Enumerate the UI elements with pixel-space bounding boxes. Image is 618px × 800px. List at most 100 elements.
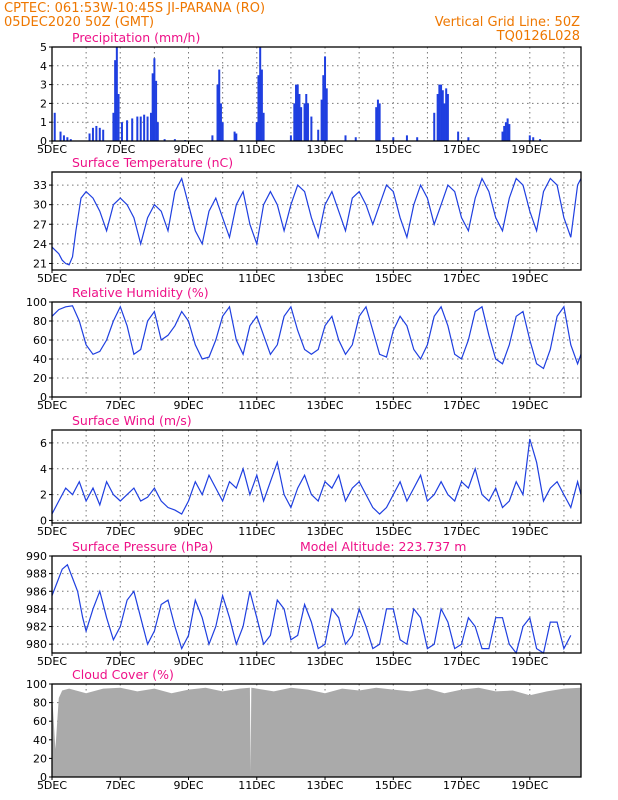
cloud-cover-area xyxy=(52,687,581,777)
precipitation-bar-30 xyxy=(216,84,219,141)
humidity-xtick-0: 5DEC xyxy=(37,399,67,412)
wind-xtick-3: 11DEC xyxy=(238,525,275,538)
precipitation-bar-46 xyxy=(300,107,303,141)
precipitation-xtick-3: 11DEC xyxy=(238,143,275,156)
cloud-cover-xtick-0: 5DEC xyxy=(37,779,67,792)
precipitation-bar-66 xyxy=(438,84,441,141)
wind-panel: 0 2 4 6 5DEC 7DEC 9DEC 11DEC 13DEC 15DEC 17DEC 19DE… xyxy=(37,413,582,538)
precipitation-bar-45 xyxy=(298,94,301,141)
wind-ytick-3: 6 xyxy=(40,437,47,450)
humidity-xtick-7: 19DEC xyxy=(511,399,548,412)
humidity-ytick-5: 100 xyxy=(26,296,47,309)
precipitation-bar-36 xyxy=(255,122,258,141)
precipitation-bar-27 xyxy=(173,139,176,141)
temperature-xtick-3: 11DEC xyxy=(238,272,275,285)
humidity-xtick-6: 17DEC xyxy=(443,399,480,412)
pressure-xtick-7: 19DEC xyxy=(511,655,548,668)
temperature-ytick-0: 21 xyxy=(33,257,47,270)
precipitation-bar-81 xyxy=(539,139,542,141)
precipitation-bar-33 xyxy=(221,122,224,141)
precipitation-bar-57 xyxy=(354,137,357,141)
humidity-ytick-2: 40 xyxy=(33,353,47,366)
precipitation-bar-79 xyxy=(528,135,531,141)
cloud-cover-xtick-3: 11DEC xyxy=(238,779,275,792)
precipitation-frame xyxy=(51,46,582,142)
humidity-xtick-5: 15DEC xyxy=(375,399,412,412)
precipitation-bar-52 xyxy=(320,99,323,141)
wind-xtick-5: 15DEC xyxy=(375,525,412,538)
humidity-xtick-3: 11DEC xyxy=(238,399,275,412)
pressure-xtick-1: 7DEC xyxy=(105,655,135,668)
temperature-xtick-5: 15DEC xyxy=(375,272,412,285)
precipitation-bar-14 xyxy=(120,122,123,141)
cloud-cover-xtick-4: 13DEC xyxy=(306,779,343,792)
pressure-annotation: Model Altitude: 223.737 m xyxy=(300,539,466,554)
precipitation-bar-47 xyxy=(303,103,306,141)
humidity-ytick-4: 80 xyxy=(33,315,47,328)
temperature-ytick-2: 27 xyxy=(33,218,47,231)
precipitation-bar-48 xyxy=(305,94,308,141)
precipitation-bar-49 xyxy=(306,103,309,141)
precipitation-bar-5 xyxy=(88,133,91,141)
wind-ytick-0: 0 xyxy=(40,514,47,527)
humidity-ytick-1: 20 xyxy=(33,372,47,385)
precipitation-xtick-7: 19DEC xyxy=(511,143,548,156)
wind-xtick-4: 13DEC xyxy=(306,525,343,538)
precipitation-bar-11 xyxy=(114,60,117,141)
precipitation-bar-43 xyxy=(295,84,298,141)
wind-ytick-1: 2 xyxy=(40,489,47,502)
precipitation-bar-77 xyxy=(506,118,509,141)
pressure-ytick-2: 984 xyxy=(26,603,47,616)
temperature-xtick-6: 17DEC xyxy=(443,272,480,285)
pressure-xtick-4: 13DEC xyxy=(306,655,343,668)
precipitation-xtick-4: 13DEC xyxy=(306,143,343,156)
station-title: CPTEC: 061:53W-10:45S JI-PARANA (RO) xyxy=(4,1,265,16)
precipitation-bar-64 xyxy=(433,112,436,141)
pressure-xtick-2: 9DEC xyxy=(173,655,203,668)
wind-xtick-2: 9DEC xyxy=(173,525,203,538)
cloud-cover-ytick-0: 0 xyxy=(40,771,47,784)
precipitation-panel: 0 1 2 3 4 5 5DEC 7DEC 9DEC 11DEC 13DEC 15DEC 17DEC 19… xyxy=(37,30,582,156)
precipitation-bar-6 xyxy=(91,127,94,141)
precipitation-bar-23 xyxy=(153,58,156,141)
grid-line-note: Vertical Grid Line: 50Z xyxy=(435,15,580,30)
humidity-panel: 0 20 40 60 80 100 5DEC 7DEC 9DEC 11DEC 13DEC 15DEC 1… xyxy=(26,285,582,412)
humidity-xtick-2: 9DEC xyxy=(173,399,203,412)
precipitation-bar-44 xyxy=(296,84,299,141)
precipitation-bar-31 xyxy=(218,69,221,141)
wind-title: Surface Wind (m/s) xyxy=(72,413,192,428)
cloud-cover-ytick-2: 40 xyxy=(33,734,47,747)
precipitation-bar-8 xyxy=(98,127,101,141)
pressure-xtick-6: 17DEC xyxy=(443,655,480,668)
precipitation-bar-42 xyxy=(293,103,296,141)
cloud-cover-xtick-2: 9DEC xyxy=(173,779,203,792)
temperature-xtick-7: 19DEC xyxy=(511,272,548,285)
precipitation-bar-54 xyxy=(324,56,327,141)
cloud-cover-title: Cloud Cover (%) xyxy=(72,667,174,682)
pressure-panel: 980 982 984 986 988 990 5DEC 7DEC 9DEC 11DEC 13DEC… xyxy=(26,539,582,668)
precipitation-bar-10 xyxy=(112,112,115,141)
temperature-xtick-0: 5DEC xyxy=(37,272,67,285)
precipitation-bar-32 xyxy=(219,103,222,141)
precipitation-ytick-5: 5 xyxy=(40,41,47,54)
precipitation-bar-37 xyxy=(257,75,260,141)
precipitation-bar-34 xyxy=(233,131,236,141)
precipitation-xtick-1: 7DEC xyxy=(105,143,135,156)
precipitation-bar-50 xyxy=(310,116,313,141)
precipitation-bar-78 xyxy=(508,124,511,141)
precipitation-bar-65 xyxy=(436,94,439,141)
pressure-xtick-5: 15DEC xyxy=(375,655,412,668)
cloud-cover-xtick-7: 19DEC xyxy=(511,779,548,792)
precipitation-bar-75 xyxy=(503,125,506,141)
humidity-ytick-3: 60 xyxy=(33,334,47,347)
pressure-ytick-1: 982 xyxy=(26,621,47,634)
pressure-title: Surface Pressure (hPa) xyxy=(72,539,213,554)
precipitation-bar-7 xyxy=(95,125,98,141)
temperature-xtick-2: 9DEC xyxy=(173,272,203,285)
precipitation-bar-40 xyxy=(262,112,265,141)
humidity-line xyxy=(51,305,582,370)
humidity-frame xyxy=(51,301,582,398)
pressure-xtick-0: 5DEC xyxy=(37,655,67,668)
precipitation-bar-55 xyxy=(325,88,328,141)
